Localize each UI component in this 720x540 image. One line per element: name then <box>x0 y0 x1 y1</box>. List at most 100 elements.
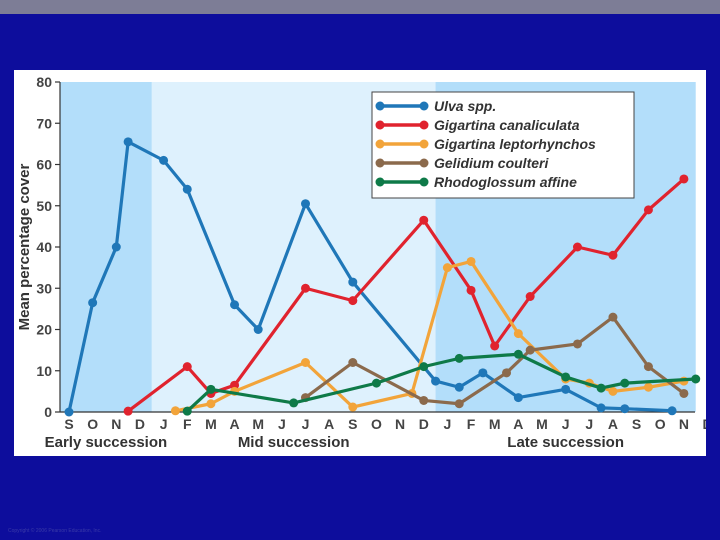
data-point <box>608 250 618 260</box>
month-label: O <box>87 416 98 432</box>
data-point <box>442 263 452 273</box>
y-tick-label: 0 <box>44 404 52 420</box>
month-label: D <box>702 416 706 432</box>
data-point <box>301 283 310 293</box>
data-point <box>502 368 512 378</box>
month-label: J <box>585 416 593 432</box>
legend-swatch-dot <box>375 120 385 130</box>
month-label: A <box>324 416 334 432</box>
data-point <box>466 285 476 295</box>
data-point <box>620 378 630 388</box>
data-point <box>230 380 240 390</box>
month-label: A <box>513 416 523 432</box>
data-point <box>608 312 618 322</box>
month-label: M <box>536 416 548 432</box>
data-point <box>513 349 523 359</box>
data-point <box>513 329 523 339</box>
data-point <box>170 406 180 416</box>
y-tick-label: 30 <box>36 280 52 296</box>
data-point <box>348 277 358 287</box>
month-label: S <box>348 416 357 432</box>
series-line-3 <box>304 315 685 406</box>
month-label: M <box>205 416 217 432</box>
legend-swatch-dot <box>419 177 429 187</box>
legend-entry: Gigartina canaliculata <box>434 117 580 133</box>
month-label: N <box>111 416 121 432</box>
data-point <box>206 384 216 394</box>
month-label: F <box>183 416 192 432</box>
legend-entry: Ulva spp. <box>434 98 496 114</box>
data-point <box>182 184 192 194</box>
data-point <box>525 292 535 301</box>
data-point <box>301 199 310 209</box>
phase-shade-0 <box>60 82 152 412</box>
month-label: J <box>562 416 570 432</box>
month-label: O <box>371 416 382 432</box>
month-label: D <box>135 416 145 432</box>
data-point <box>643 205 653 215</box>
data-point <box>289 398 299 408</box>
month-label: A <box>608 416 618 432</box>
month-label: M <box>252 416 264 432</box>
data-point <box>230 300 240 310</box>
data-point <box>419 215 429 225</box>
y-tick-label: 50 <box>36 198 52 214</box>
month-label: S <box>64 416 73 432</box>
legend-swatch-dot <box>375 158 385 168</box>
y-axis-label: Mean percentage cover <box>16 163 33 330</box>
month-label: J <box>278 416 286 432</box>
month-label: N <box>679 416 689 432</box>
data-point <box>419 362 429 372</box>
data-point <box>431 376 441 386</box>
data-point <box>490 341 500 351</box>
y-tick-label: 20 <box>36 322 52 338</box>
legend-swatch-dot <box>375 177 385 187</box>
data-point <box>572 339 582 349</box>
month-label: M <box>489 416 501 432</box>
data-point <box>182 362 192 372</box>
month-label: F <box>467 416 476 432</box>
chart-panel: 0 10 20 30 40 50 60 70 80 Mean percentage cover S O… <box>14 70 706 456</box>
legend-swatch-dot <box>419 120 429 130</box>
month-label: J <box>444 416 452 432</box>
data-point <box>478 368 488 378</box>
y-tick-label: 60 <box>36 157 52 173</box>
data-point <box>301 358 310 367</box>
data-point <box>667 406 677 416</box>
data-point <box>691 374 701 384</box>
y-tick-label: 80 <box>36 74 52 90</box>
data-point <box>596 383 606 393</box>
phase-label: Early succession <box>45 434 168 451</box>
data-point <box>525 345 535 355</box>
month-label: S <box>632 416 641 432</box>
data-point <box>643 382 653 392</box>
data-point <box>88 298 98 308</box>
data-point <box>159 155 169 165</box>
y-tick-label: 40 <box>36 239 52 255</box>
data-point <box>123 406 133 416</box>
legend-swatch-dot <box>419 139 429 149</box>
legend-swatch-dot <box>419 101 429 111</box>
data-point <box>419 395 429 405</box>
data-point <box>572 242 582 252</box>
month-label: A <box>229 416 239 432</box>
data-point <box>348 296 358 306</box>
legend-swatch-dot <box>375 139 385 149</box>
data-point <box>182 406 192 416</box>
data-point <box>596 403 606 413</box>
data-point <box>454 382 464 392</box>
data-point <box>620 404 630 414</box>
month-label: J <box>160 416 168 432</box>
data-point <box>123 137 133 147</box>
data-point <box>64 407 74 417</box>
data-point <box>561 384 571 394</box>
copyright-notice: Copyright © 2006 Pearson Education, Inc. <box>8 528 102 534</box>
data-point <box>454 399 464 409</box>
data-point <box>513 393 523 403</box>
phase-label: Mid succession <box>238 434 350 451</box>
data-point <box>466 256 476 266</box>
series-line-0 <box>67 140 673 413</box>
month-label: D <box>419 416 429 432</box>
data-point <box>679 388 689 398</box>
